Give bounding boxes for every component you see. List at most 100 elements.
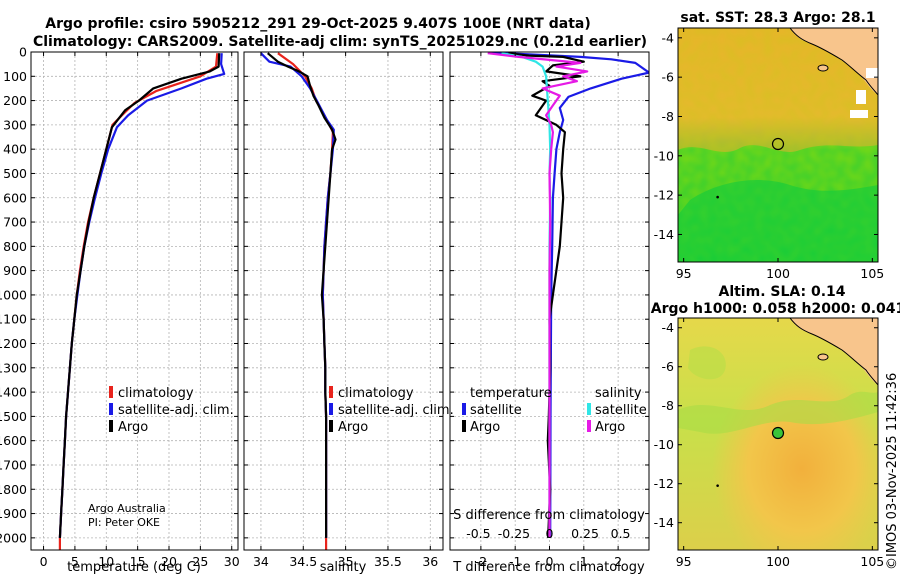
figure-title-line-2: Climatology: CARS2009. Satellite-adj cli… [33, 34, 647, 50]
series-line-climatology [58, 53, 219, 550]
map-y-tick-label: -12 [654, 476, 674, 491]
sst-warm-patch [678, 28, 878, 152]
y-tick-label: 900 [3, 263, 27, 278]
temperature-axes-frame [30, 51, 239, 551]
map-x-tick-label: 95 [676, 554, 692, 569]
y-tick-label: 700 [3, 215, 27, 230]
sla-green-band [678, 391, 878, 434]
series-line-climatology [277, 52, 334, 550]
sst-island [817, 64, 829, 72]
map-y-tick-label: -8 [662, 109, 675, 124]
legend-label-temp-argo: Argo [470, 420, 500, 435]
legend-swatch-temp-satellite [462, 403, 466, 415]
y-tick-label: 1800 [0, 482, 27, 497]
y-tick-label: 1400 [0, 385, 27, 400]
difference-ticks: -2 -1 0 1 2 -0.5 -0.25 0 0.25 0.5 [450, 51, 649, 569]
top-tick-label: -0.5 [466, 526, 490, 541]
top-tick-label: 0.25 [571, 526, 599, 541]
sla-map-title-line-2: Argo h1000: 0.058 h2000: 0.041 [651, 301, 900, 317]
map-y-tick-label: -10 [654, 437, 674, 452]
series-line-argo [266, 52, 337, 538]
series-line-salinity-argo [487, 52, 589, 538]
legend-label-sal-satellite: satellite [595, 403, 647, 418]
credit-line-2: PI: Peter OKE [88, 516, 160, 529]
y-tick-label: 0 [19, 45, 27, 60]
y-tick-label: 1700 [0, 457, 27, 472]
x-tick-label: -1 [509, 554, 521, 569]
legend-swatch-satellite [329, 403, 333, 415]
y-tick-label: 1000 [0, 287, 27, 302]
map-x-tick-label: 100 [766, 554, 790, 569]
x-tick-label: 34.5 [289, 554, 317, 569]
difference-legend: temperature salinity satellite Argo sate… [462, 386, 647, 435]
y-tick-label: 400 [3, 142, 27, 157]
salinity-panel: 34 34.5 35 35.5 36 salinity climatology sate… [243, 51, 454, 575]
imos-timestamp: ©IMOS 03-Nov-2025 11:42:36 [885, 373, 900, 570]
x-tick-label: 0 [40, 554, 48, 569]
legend-label-argo: Argo [118, 420, 148, 435]
sla-coastline [789, 318, 878, 386]
map-y-tick-label: -4 [662, 30, 675, 45]
sst-small-island [716, 195, 719, 199]
legend-label-climatology: climatology [118, 386, 194, 401]
legend-label-satellite: satellite-adj. clim. [338, 403, 454, 418]
sla-island [817, 353, 829, 361]
sla-land [790, 318, 878, 385]
temperature-grid [31, 51, 238, 550]
legend-swatch-climatology [329, 386, 333, 398]
legend-label-temp-satellite: satellite [470, 403, 522, 418]
legend-header-temperature: temperature [470, 386, 552, 401]
x-tick-label: 10 [98, 554, 114, 569]
map-x-tick-label: 100 [766, 266, 790, 281]
x-tick-label: 30 [224, 554, 240, 569]
legend-label-climatology: climatology [338, 386, 414, 401]
sla-map-panel: Altim. SLA: 0.14 Argo h1000: 0.058 h2000… [651, 284, 900, 569]
salinity-ticks: 34 34.5 35 35.5 36 [244, 51, 443, 569]
sst-argo-marker [771, 137, 785, 151]
figure-title-line-1: Argo profile: csiro 5905212_291 29-Oct-2… [45, 16, 591, 32]
series-line-argo [58, 53, 221, 538]
y-tick-label: 200 [3, 93, 27, 108]
difference-panel: -2 -1 0 1 2 -0.5 -0.25 0 0.25 0.5 T difference fr… [449, 51, 650, 575]
x-tick-label: 2 [614, 554, 622, 569]
top-tick-label: 0.5 [611, 526, 631, 541]
y-tick-label: 2000 [0, 530, 27, 545]
temperature-ticks: 0100200300400500600700800900100011001200… [0, 45, 240, 570]
salinity-xlabel: salinity [320, 560, 367, 575]
difference-top-axis-label: S difference from climatology [453, 508, 645, 523]
y-tick-label: 1200 [0, 336, 27, 351]
difference-xlabel: T difference from climatology [452, 560, 645, 575]
temperature-series [58, 53, 226, 550]
salinity-axes-frame [243, 51, 444, 551]
legend-label-sal-argo: Argo [595, 420, 625, 435]
map-x-tick-label: 95 [676, 266, 692, 281]
map-y-tick-label: -8 [662, 398, 675, 413]
map-y-tick-label: -12 [654, 188, 674, 203]
x-tick-label: 35.5 [374, 554, 402, 569]
series-line-temperature-satellite [491, 52, 649, 538]
legend-label-satellite: satellite-adj. clim. [118, 403, 234, 418]
sla-map-title-line-1: Altim. SLA: 0.14 [718, 284, 845, 300]
temperature-panel: 0100200300400500600700800900100011001200… [0, 45, 240, 576]
sla-small-island [716, 484, 719, 487]
map-x-tick-label: 105 [860, 266, 884, 281]
legend-swatch-temp-argo [462, 420, 466, 432]
legend-swatch-sal-satellite [587, 403, 591, 415]
y-tick-label: 1300 [0, 360, 27, 375]
x-tick-label: -2 [475, 554, 487, 569]
sst-cool-patch [678, 180, 878, 262]
y-tick-label: 800 [3, 239, 27, 254]
difference-series [487, 52, 649, 538]
y-tick-label: 1900 [0, 506, 27, 521]
map-y-tick-label: -10 [654, 148, 674, 163]
legend-swatch-sal-argo [587, 420, 591, 432]
map-y-tick-label: -6 [662, 359, 675, 374]
sla-argo-marker [771, 426, 785, 440]
x-tick-label: 1 [580, 554, 588, 569]
top-tick-label: -0.25 [498, 526, 530, 541]
legend-header-salinity: salinity [595, 386, 642, 401]
y-tick-label: 1600 [0, 433, 27, 448]
temperature-xlabel: temperature (deg C) [67, 560, 201, 575]
sst-coastline [789, 28, 878, 96]
